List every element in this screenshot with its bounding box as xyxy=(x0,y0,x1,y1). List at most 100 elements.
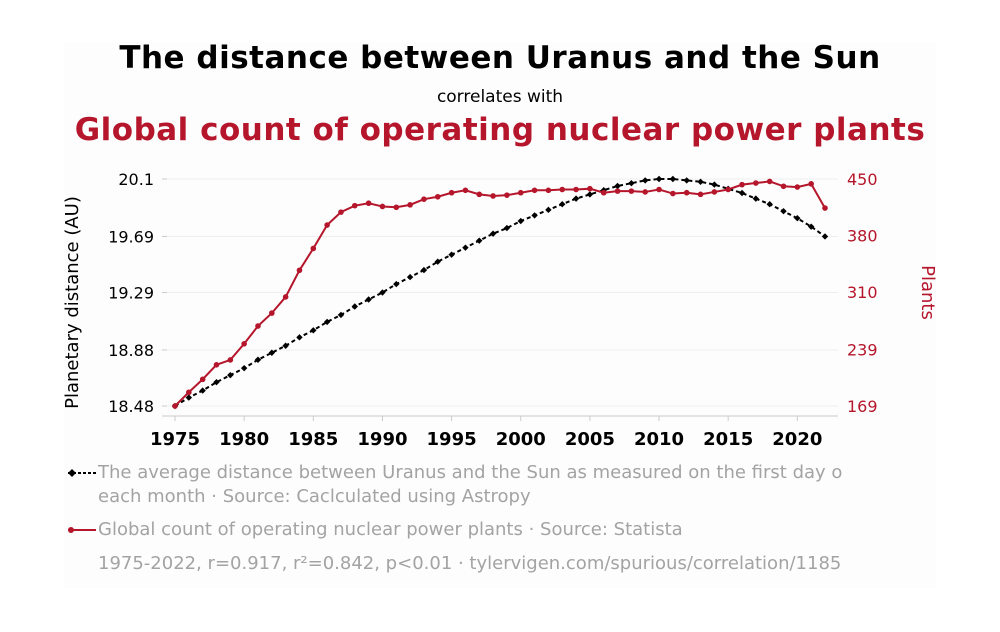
series-plants-point xyxy=(296,267,303,274)
series-plants-point xyxy=(753,180,759,186)
series-plants-point xyxy=(780,183,787,190)
series-plants-point xyxy=(808,181,814,187)
series-distance-point xyxy=(821,233,829,240)
y2-tick-label: 380 xyxy=(847,227,878,246)
series-distance-point xyxy=(752,195,760,202)
series-distance-point xyxy=(642,177,649,184)
series-distance-point xyxy=(462,244,469,251)
series-distance-point xyxy=(489,230,497,237)
y-axis-label: Planetary distance (AU) xyxy=(62,196,83,409)
y-tick-label: 20.1 xyxy=(118,170,154,189)
series-distance-point xyxy=(807,223,815,230)
series-plants-point xyxy=(379,203,386,210)
series-distance-point xyxy=(296,334,303,341)
series-plants-point xyxy=(600,189,607,196)
series-plants-point xyxy=(614,188,621,194)
series-distance-point xyxy=(738,189,746,197)
x-tick-label: 2005 xyxy=(565,429,615,450)
series-plants-point xyxy=(462,187,469,194)
series-plants-point xyxy=(172,403,178,409)
legend-label-series2: Global count of operating nuclear power … xyxy=(98,519,683,540)
series-plants-point xyxy=(269,310,275,316)
chart-title-secondary: Global count of operating nuclear power … xyxy=(74,112,926,148)
series-plants-point xyxy=(407,202,413,208)
y2-tick-label: 169 xyxy=(847,397,878,416)
legend-key-dashed-diamond-icon xyxy=(68,469,96,477)
series-distance-point xyxy=(406,273,414,281)
series-distance-point xyxy=(614,182,621,190)
series-plants-point xyxy=(241,340,247,347)
y2-axis-label: Plants xyxy=(917,265,938,320)
series-plants-line xyxy=(174,180,826,407)
series-plants-point xyxy=(559,186,566,193)
series-distance-point xyxy=(185,394,193,401)
series-distance-point xyxy=(683,177,690,184)
series-plants-point xyxy=(822,205,828,211)
series-plants-point xyxy=(517,189,524,196)
x-tick-label: 2020 xyxy=(772,429,822,450)
x-tick-label: 1985 xyxy=(288,429,338,450)
series-plants-point xyxy=(421,196,427,202)
series-plants-point xyxy=(739,181,745,188)
legend-item-series2: Global count of operating nuclear power … xyxy=(66,518,936,542)
y-tick-label: 19.29 xyxy=(108,284,154,303)
series-plants-point xyxy=(476,191,483,198)
series-plants-point xyxy=(642,189,649,195)
y-tick-label: 18.48 xyxy=(108,397,154,416)
series-distance-point xyxy=(199,387,206,394)
series-plants-point xyxy=(310,245,317,252)
series-plants-point xyxy=(351,202,358,209)
series-distance-point xyxy=(268,349,276,356)
series-distance-point xyxy=(434,258,441,265)
series-plants-point xyxy=(365,200,372,207)
series-distance-point xyxy=(420,266,428,274)
series-plants-point xyxy=(255,323,261,329)
series-plants-point xyxy=(324,222,330,228)
chart-subtitle: correlates with xyxy=(436,87,564,107)
series-plants-point xyxy=(531,187,538,194)
series-distance-point xyxy=(545,206,552,214)
y2-tick-label: 450 xyxy=(847,170,878,189)
series-distance-point xyxy=(337,311,345,319)
series-distance-point xyxy=(282,342,289,349)
series-plants-point xyxy=(683,189,690,196)
series-plants-point xyxy=(573,186,579,193)
series-distance-point xyxy=(572,195,580,202)
series-plants-point xyxy=(213,362,220,368)
x-tick-label: 1990 xyxy=(357,429,407,450)
series-distance-point xyxy=(669,175,677,183)
series-plants-point xyxy=(434,193,441,200)
series-distance-point xyxy=(780,208,787,215)
series-distance-point xyxy=(213,378,220,386)
series-plants-point xyxy=(545,187,552,194)
series-distance-point xyxy=(559,201,566,208)
series-plants-point xyxy=(697,191,704,198)
series-distance-point xyxy=(227,371,234,379)
y-tick-label: 19.69 xyxy=(108,227,154,246)
x-tick-label: 2000 xyxy=(496,429,546,450)
series-plants-point xyxy=(670,190,676,197)
series-plants-point xyxy=(282,294,289,300)
series-distance-point xyxy=(254,356,262,363)
series-plants-point xyxy=(199,376,206,383)
series-distance-point xyxy=(503,224,511,232)
series-distance-point xyxy=(240,364,248,372)
series-distance-point xyxy=(379,289,386,296)
series-distance-point xyxy=(586,191,594,198)
series-plants-point xyxy=(794,184,801,190)
x-tick-label: 2010 xyxy=(634,429,684,450)
x-tick-label: 1975 xyxy=(150,429,200,450)
series-plants-point xyxy=(490,193,496,199)
legend-label-series1-line2: each month · Source: Caclculated using A… xyxy=(98,486,531,507)
series-distance-point xyxy=(323,318,331,326)
y2-tick-label: 310 xyxy=(847,283,878,302)
series-distance-point xyxy=(794,215,801,222)
y2-tick-label: 239 xyxy=(847,340,878,359)
x-tick-label: 2015 xyxy=(703,429,753,450)
chart-panel xyxy=(64,42,936,588)
x-tick-label: 1995 xyxy=(427,429,477,450)
legend-key-solid-dot-icon xyxy=(68,527,96,533)
series-plants-point xyxy=(725,186,731,193)
series-distance-point xyxy=(393,280,400,288)
